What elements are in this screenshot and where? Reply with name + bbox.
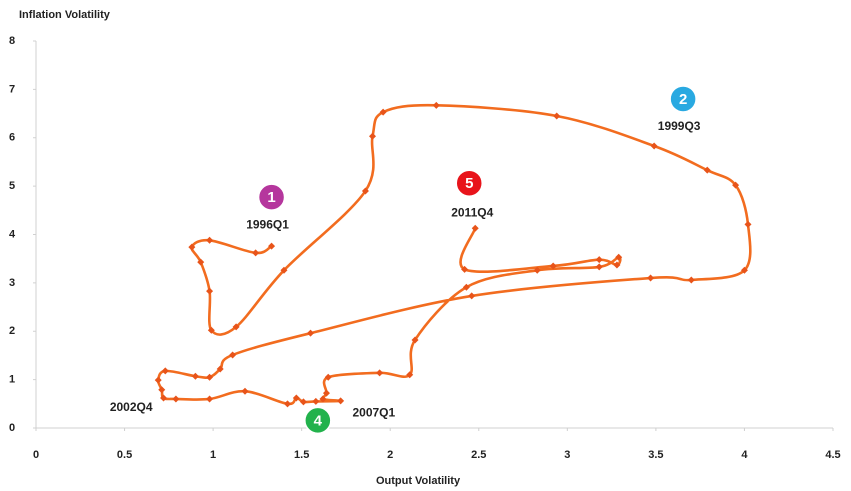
point-marker — [703, 166, 711, 174]
point-marker — [188, 243, 196, 251]
point-marker — [468, 292, 476, 300]
annotation-label: 2011Q4 — [451, 205, 493, 219]
point-marker — [744, 220, 752, 228]
annotation-badge — [257, 183, 286, 211]
point-marker — [280, 266, 288, 274]
point-marker — [613, 261, 621, 269]
y-tick-label: 7 — [9, 83, 15, 95]
point-marker — [337, 397, 345, 405]
y-tick-label: 8 — [9, 35, 15, 47]
point-marker — [252, 249, 260, 257]
y-tick-label: 3 — [9, 277, 15, 289]
x-tick-label: 0 — [33, 449, 39, 461]
point-marker — [553, 112, 561, 120]
point-marker — [687, 276, 695, 284]
x-tick-label: 1.5 — [294, 449, 309, 461]
point-marker — [241, 387, 249, 395]
point-marker — [207, 326, 215, 334]
point-marker — [376, 369, 384, 377]
point-marker — [647, 274, 655, 282]
y-tick-label: 4 — [9, 228, 16, 240]
point-marker — [319, 395, 327, 403]
point-marker — [232, 323, 240, 331]
annotation-number: 1 — [267, 189, 275, 206]
point-marker — [229, 351, 237, 359]
point-marker — [379, 108, 387, 116]
point-marker — [533, 266, 541, 274]
annotation-number: 2 — [679, 91, 687, 108]
annotation-label: 1996Q1 — [246, 217, 289, 231]
chart-title: Inflation Volatility — [19, 9, 111, 21]
point-marker — [312, 397, 320, 405]
x-tick-label: 2 — [387, 449, 393, 461]
point-marker — [292, 394, 300, 402]
x-tick-label: 4.5 — [825, 449, 840, 461]
annotation-label: 1999Q3 — [658, 119, 701, 133]
y-tick-label: 0 — [9, 422, 15, 434]
point-marker — [206, 236, 214, 244]
point-marker — [595, 263, 603, 271]
y-tick-label: 1 — [9, 374, 15, 386]
y-tick-label: 6 — [9, 132, 15, 144]
annotation-number: 4 — [314, 412, 323, 429]
series-line — [156, 103, 752, 406]
y-tick-label: 2 — [9, 325, 15, 337]
x-tick-label: 3.5 — [648, 449, 663, 461]
annotation-label: 2007Q1 — [352, 406, 395, 420]
point-marker — [324, 373, 332, 381]
point-marker — [206, 287, 214, 295]
annotation-badge — [304, 406, 332, 435]
point-marker — [361, 187, 369, 195]
point-marker — [461, 265, 469, 273]
point-marker — [615, 253, 623, 261]
point-marker — [206, 395, 214, 403]
y-tick-label: 5 — [9, 180, 15, 192]
annotation-badge — [669, 85, 697, 113]
point-marker — [299, 398, 307, 406]
point-marker — [160, 394, 168, 402]
x-tick-label: 3 — [564, 449, 570, 461]
point-marker — [740, 266, 748, 274]
point-marker — [732, 181, 740, 189]
point-marker — [158, 386, 166, 394]
point-marker — [462, 283, 470, 291]
point-marker — [471, 224, 479, 232]
point-marker — [307, 329, 315, 337]
point-marker — [268, 242, 276, 250]
x-tick-label: 1 — [210, 449, 216, 461]
annotation-badge — [455, 169, 483, 197]
point-marker — [161, 367, 169, 375]
point-marker — [191, 372, 199, 380]
x-tick-label: 2.5 — [471, 449, 486, 461]
x-tick-label: 0.5 — [117, 449, 132, 461]
point-marker — [154, 376, 162, 384]
point-marker — [650, 142, 658, 150]
point-marker — [369, 132, 377, 140]
x-axis-label: Output Volatility — [376, 475, 461, 487]
point-marker — [432, 101, 440, 109]
point-marker — [172, 395, 180, 403]
point-marker — [322, 389, 330, 397]
point-marker — [197, 258, 205, 266]
annotation-number: 5 — [465, 175, 473, 192]
point-marker — [406, 371, 414, 379]
x-tick-label: 4 — [741, 449, 748, 461]
point-marker — [216, 365, 224, 373]
point-marker — [549, 262, 557, 270]
point-marker — [595, 256, 603, 264]
point-marker — [206, 373, 214, 381]
point-marker — [411, 336, 419, 344]
annotation-label: 2002Q4 — [110, 400, 153, 414]
point-marker — [283, 400, 291, 408]
